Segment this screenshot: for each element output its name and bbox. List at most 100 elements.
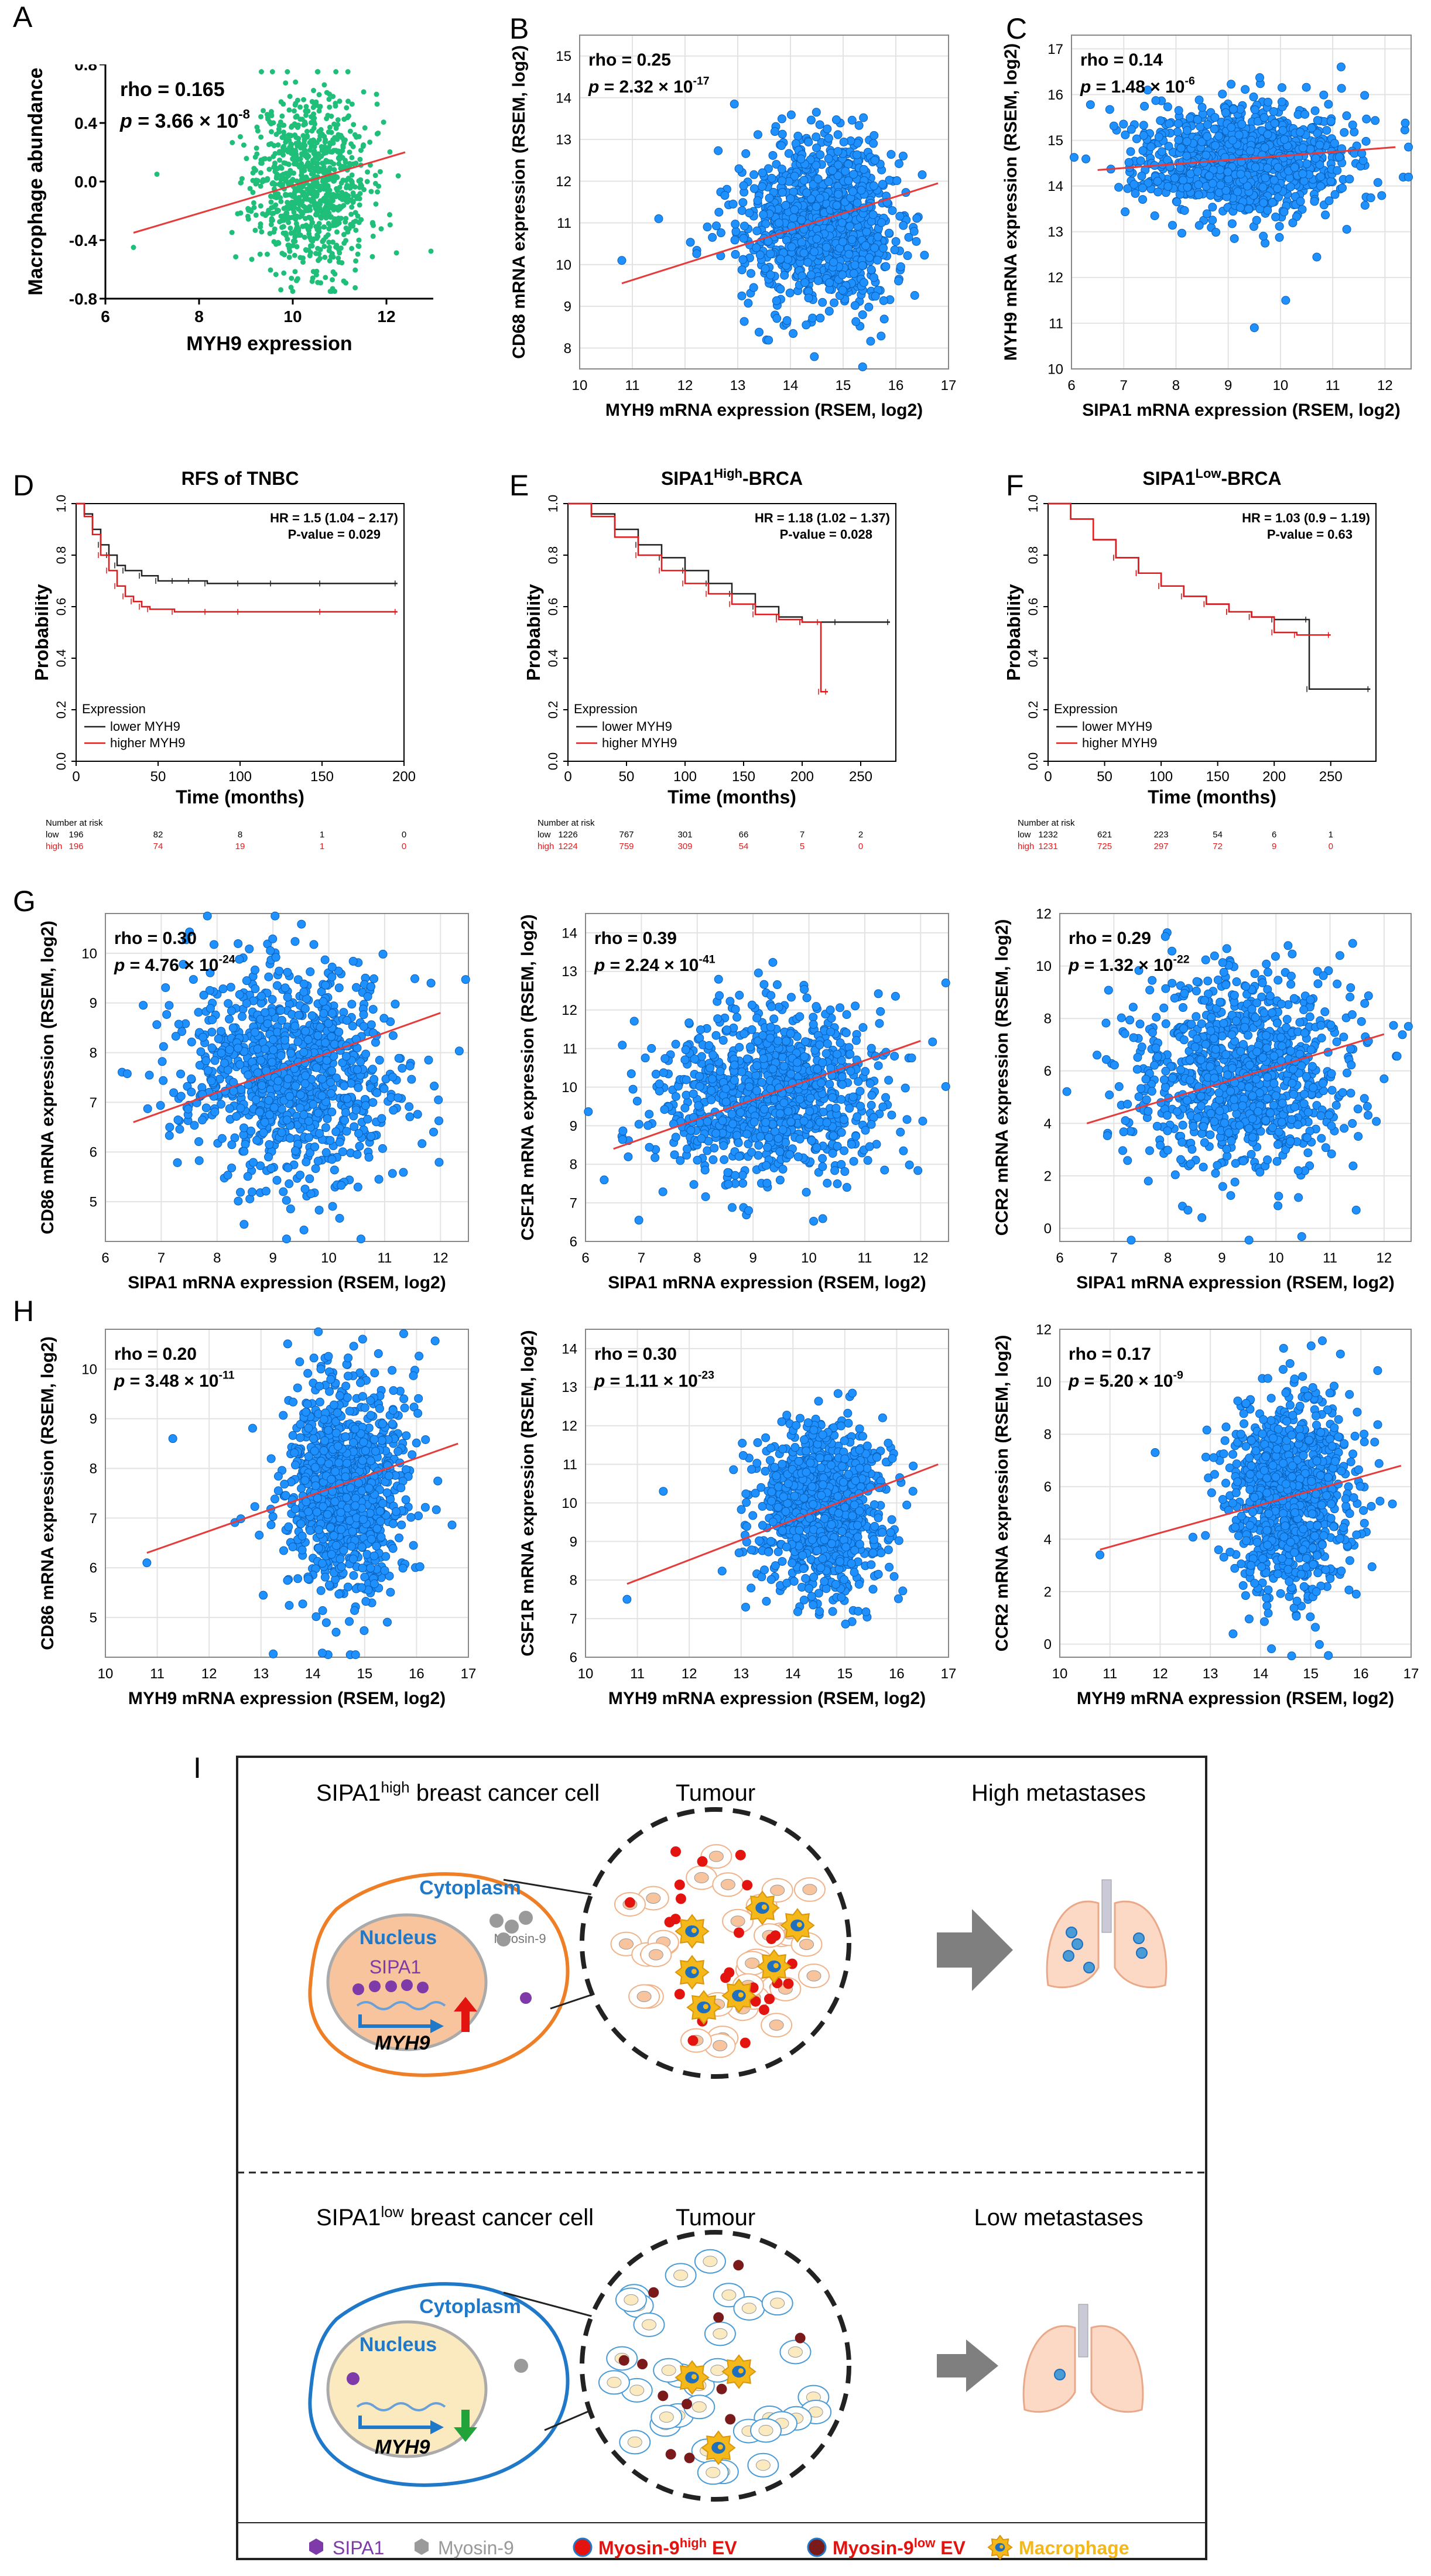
data-point: [302, 204, 308, 210]
data-point: [772, 980, 782, 990]
data-point: [287, 225, 293, 231]
regression-line: [133, 1012, 441, 1123]
data-point: [912, 237, 921, 246]
data-point: [343, 215, 349, 221]
data-point: [734, 164, 744, 173]
data-point: [686, 238, 695, 247]
data-point: [223, 1065, 232, 1075]
data-point: [335, 207, 341, 213]
data-point: [328, 214, 334, 220]
data-point: [417, 1139, 427, 1148]
data-point: [190, 1121, 199, 1130]
data-point: [351, 1105, 361, 1114]
data-point: [879, 244, 888, 253]
data-point: [271, 229, 277, 235]
data-point: [1081, 154, 1091, 163]
data-point: [301, 97, 307, 102]
data-point: [816, 150, 825, 159]
data-point: [793, 1152, 803, 1161]
data-point: [1261, 173, 1270, 183]
data-point: [1174, 106, 1183, 115]
data-point: [315, 245, 321, 251]
data-point: [348, 141, 354, 147]
p-value-label: p = 3.66 × 10-8: [119, 107, 250, 132]
data-point: [1150, 211, 1159, 220]
y-axis-label: CD68 mRNA expression (RSEM, log2): [509, 45, 529, 359]
data-point: [368, 1005, 378, 1014]
x-tick-label: 6: [101, 1250, 109, 1266]
data-point: [291, 157, 297, 163]
data-point: [892, 176, 902, 185]
data-point: [214, 1034, 223, 1044]
data-point: [286, 1204, 295, 1213]
data-point: [290, 242, 296, 248]
data-point: [1121, 207, 1130, 217]
data-point: [201, 1103, 211, 1113]
km-title: RFS of TNBC: [182, 468, 299, 489]
data-point: [858, 1023, 868, 1032]
data-point: [802, 320, 811, 330]
data-point: [261, 1186, 271, 1196]
x-tick-label: 10: [283, 307, 302, 326]
data-point: [300, 1079, 310, 1089]
data-point: [749, 170, 759, 179]
data-point: [175, 1124, 184, 1134]
data-point: [853, 150, 862, 159]
data-point: [303, 1035, 313, 1044]
data-point: [1362, 114, 1371, 124]
data-point: [778, 187, 787, 197]
risk-value: 196: [69, 841, 83, 851]
data-point: [347, 1000, 357, 1009]
data-point: [350, 223, 355, 229]
km-curve-higher: [1048, 502, 1331, 636]
data-point: [731, 249, 740, 259]
data-point: [313, 224, 319, 230]
data-point: [334, 136, 340, 142]
data-point: [896, 1127, 905, 1137]
y-tick-label: 17: [1047, 42, 1063, 57]
data-point: [1324, 100, 1333, 109]
data-point: [778, 129, 787, 139]
data-point: [1185, 113, 1194, 122]
data-point: [1401, 118, 1410, 128]
data-point: [304, 1133, 314, 1142]
y-tick-label: 10: [562, 1080, 577, 1096]
data-point: [194, 1156, 204, 1165]
data-point: [367, 982, 376, 991]
data-point: [1230, 234, 1239, 243]
data-point: [285, 200, 290, 206]
data-point: [1227, 80, 1236, 89]
data-point: [904, 232, 913, 242]
data-point: [799, 176, 809, 185]
data-point: [334, 966, 343, 976]
data-point: [249, 256, 255, 262]
data-point: [236, 1103, 245, 1113]
data-point: [311, 144, 317, 150]
data-point: [1173, 119, 1183, 128]
data-point: [285, 1092, 295, 1101]
data-point: [762, 1161, 771, 1170]
data-point: [261, 108, 266, 114]
data-point: [849, 269, 858, 278]
data-point: [330, 277, 336, 283]
data-point: [331, 207, 337, 213]
data-point: [321, 1038, 330, 1048]
data-point: [174, 1020, 183, 1029]
x-tick-label: 16: [888, 378, 904, 394]
km-curve-higher: [76, 502, 398, 613]
data-point: [334, 242, 340, 248]
data-point: [328, 1202, 337, 1211]
data-point: [268, 267, 273, 273]
panel-letter-g: G: [13, 885, 36, 918]
data-point: [336, 255, 341, 261]
data-point: [909, 227, 919, 236]
data-point: [745, 208, 754, 218]
data-point: [313, 1157, 323, 1166]
data-point: [302, 223, 307, 229]
data-point: [327, 1066, 337, 1076]
data-point: [430, 1082, 439, 1091]
panel-letter-h: H: [13, 1295, 35, 1328]
x-tick-label: 0: [72, 769, 80, 785]
data-point: [381, 119, 386, 125]
